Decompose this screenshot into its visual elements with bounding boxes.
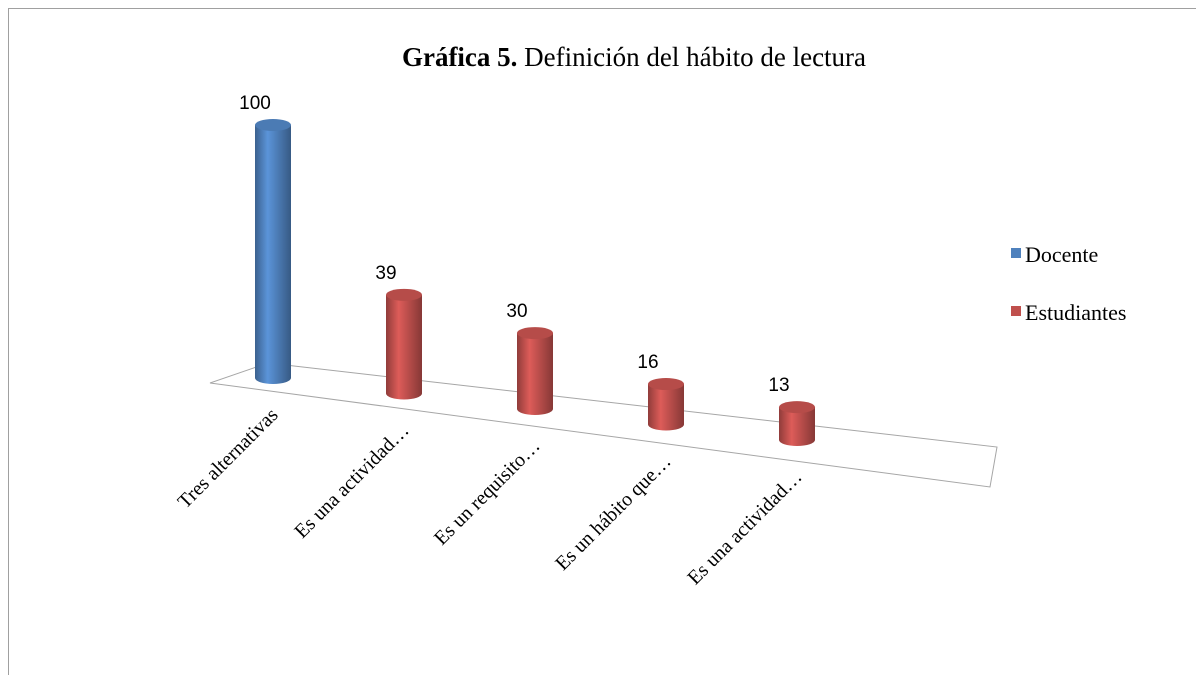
legend-label: Estudiantes [1025, 300, 1126, 325]
value-label: 30 [506, 301, 527, 322]
bar [517, 327, 553, 415]
cylinder-body [255, 125, 291, 384]
cylinder-top [779, 401, 815, 414]
bar [779, 401, 815, 446]
bar [386, 288, 422, 400]
value-label: 39 [375, 263, 396, 284]
cylinder-top [255, 119, 291, 131]
legend-swatch [1011, 306, 1021, 316]
bar [255, 119, 291, 384]
cylinder-top [648, 378, 684, 391]
value-label: 100 [239, 93, 271, 114]
floor [209, 362, 998, 488]
x-tick-label: Es una actividad… [683, 466, 806, 589]
x-tick-label: Es un hábito que… [551, 450, 675, 574]
title-prefix: Gráfica 5. [402, 42, 517, 72]
cylinder-body [517, 333, 553, 415]
x-tick-label: Es un requisito… [430, 435, 545, 550]
bar [648, 378, 684, 431]
chart-title: Gráfica 5. Definición del hábito de lect… [402, 42, 866, 72]
value-label: 13 [768, 375, 789, 396]
cylinder-top [517, 327, 553, 340]
x-tick-label: Tres alternativas [174, 404, 283, 513]
legend-label: Docente [1025, 242, 1098, 267]
x-tick-label: Es una actividad… [290, 419, 413, 542]
legend-swatch [1011, 248, 1021, 258]
value-label: 16 [637, 352, 658, 373]
cylinder-top [386, 288, 422, 301]
cylinder-body [648, 384, 684, 431]
cylinder-body [386, 294, 422, 400]
title-text: Definición del hábito de lectura [524, 42, 866, 72]
cylinder-body [779, 407, 815, 446]
frame [8, 8, 1196, 675]
